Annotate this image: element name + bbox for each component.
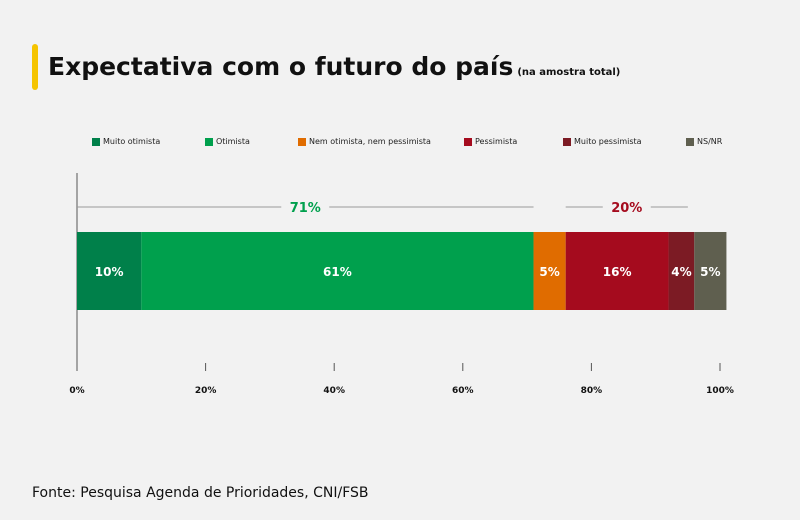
title-accent-bar bbox=[32, 44, 38, 90]
annotation-label: 20% bbox=[611, 201, 642, 216]
legend-item-ns-nr: NS/NR bbox=[686, 137, 722, 146]
legend-item-muito-otimista: Muito otimista bbox=[92, 137, 160, 146]
x-axis-ticks: 0% 20% 40% 60% 80% 100% bbox=[69, 363, 734, 396]
x-tick-label: 20% bbox=[195, 386, 217, 396]
chart-legend: Muito otimista Otimista Nem otimista, ne… bbox=[0, 137, 800, 151]
bar-segment bbox=[668, 232, 695, 310]
bar-segment bbox=[533, 232, 566, 310]
page-title: Expectativa com o futuro do país (na amos… bbox=[48, 52, 620, 81]
bar-data-label: 5% bbox=[700, 265, 720, 279]
x-tick-label: 100% bbox=[706, 386, 734, 396]
legend-item-muito-pessimista: Muito pessimista bbox=[563, 137, 642, 146]
legend-label: Nem otimista, nem pessimista bbox=[309, 137, 431, 146]
x-tick-label: 80% bbox=[581, 386, 603, 396]
legend-label: Pessimista bbox=[475, 137, 518, 146]
legend-swatch bbox=[205, 137, 213, 146]
legend-swatch bbox=[92, 137, 100, 146]
bar-data-label: 61% bbox=[323, 265, 352, 279]
legend-swatch bbox=[298, 137, 306, 146]
legend-item-otimista: Otimista bbox=[205, 137, 250, 146]
bar-data-label: 10% bbox=[95, 265, 124, 279]
legend-swatch bbox=[563, 137, 571, 146]
bar-data-label: 4% bbox=[671, 265, 691, 279]
bar-segment bbox=[77, 232, 142, 310]
x-tick-label: 60% bbox=[452, 386, 474, 396]
bar-segment bbox=[141, 232, 534, 310]
bar-data-label: 5% bbox=[539, 265, 559, 279]
legend-item-pessimista: Pessimista bbox=[464, 137, 517, 146]
legend-item-nem-otimista-nem-pessimista: Nem otimista, nem pessimista bbox=[298, 137, 431, 146]
chart-subtitle: (na amostra total) bbox=[517, 67, 621, 78]
group-annotations: 71% 20% bbox=[77, 201, 688, 216]
legend-label: NS/NR bbox=[697, 137, 723, 146]
chart-title: Expectativa com o futuro do país bbox=[48, 52, 514, 81]
x-tick-label: 40% bbox=[323, 386, 345, 396]
legend-label: Muito otimista bbox=[103, 137, 161, 146]
bar-data-label: 16% bbox=[603, 265, 632, 279]
legend-swatch bbox=[686, 137, 694, 146]
annotation-label: 71% bbox=[290, 201, 321, 216]
bar-segment bbox=[565, 232, 669, 310]
x-tick-label: 0% bbox=[69, 386, 84, 396]
bar-segment bbox=[694, 232, 727, 310]
legend-swatch bbox=[464, 137, 472, 146]
source-note: Fonte: Pesquisa Agenda de Prioridades, C… bbox=[32, 485, 369, 501]
legend-label: Otimista bbox=[216, 137, 250, 146]
bar-segments: 10% 61% 5% 16% 4% 5% bbox=[77, 232, 727, 310]
legend-label: Muito pessimista bbox=[574, 137, 642, 146]
